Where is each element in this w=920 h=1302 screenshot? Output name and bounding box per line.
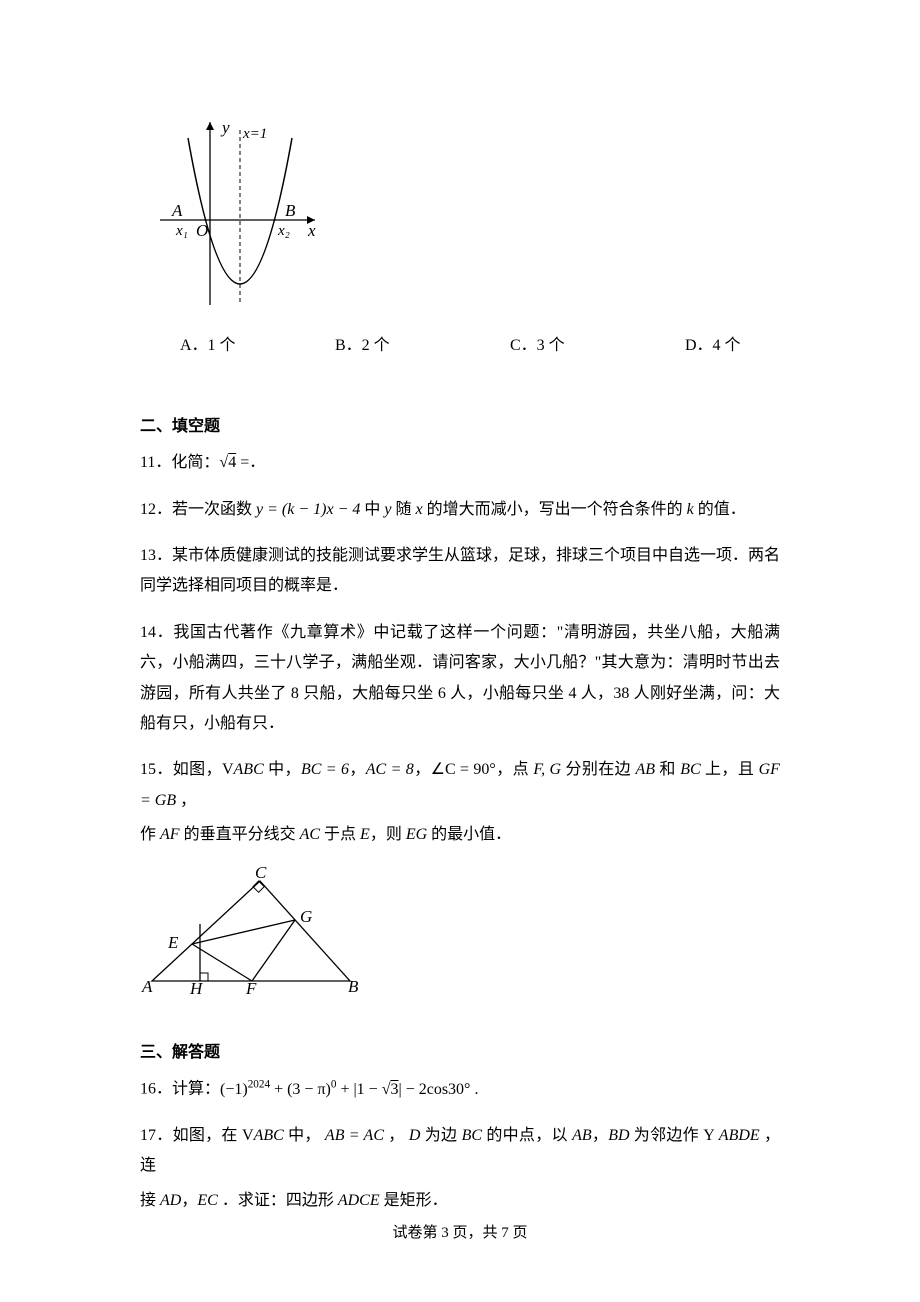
q15-cm2: ， xyxy=(414,761,431,778)
q16-e1: (−1) xyxy=(220,1081,248,1098)
q11-radicand: 4 xyxy=(228,454,236,471)
q15-c: 中， xyxy=(264,761,301,778)
q17-c: 为边 xyxy=(425,1127,462,1144)
q17-d: D xyxy=(405,1127,425,1144)
q16-rest: | − 2cos30° . xyxy=(398,1081,478,1098)
q11-suffix: =． xyxy=(236,454,265,471)
q17-ec: EC xyxy=(197,1192,217,1209)
q15-eq3: ∠C = 90° xyxy=(431,761,496,778)
q15-2a: 作 xyxy=(140,826,160,843)
option-a: A．1 个 xyxy=(180,331,335,361)
q15-2d: ，则 xyxy=(370,826,406,843)
tri-f: F xyxy=(245,979,257,996)
q12-m3: 的增大而减小，写出一个符合条件的 xyxy=(423,501,687,518)
q15-eq2: AC = 8 xyxy=(366,761,414,778)
tri-h: H xyxy=(189,979,204,996)
q15-2e: 的最小值． xyxy=(427,826,511,843)
page-footer: 试卷第 3 页，共 7 页 xyxy=(0,1219,920,1248)
q17-cm3: ， xyxy=(181,1192,197,1209)
tri-g: G xyxy=(300,907,312,926)
x1-label: x₁ xyxy=(175,223,188,239)
q12-m2: 随 xyxy=(392,501,416,518)
question-13: 13．某市体质健康测试的技能测试要求学生从篮球，足球，排球三个项目中自选一项．两… xyxy=(140,541,780,602)
q17-b: 中， xyxy=(284,1127,321,1144)
q15-ab: AB xyxy=(635,761,655,778)
point-a-label: A xyxy=(171,201,183,220)
tri-a: A xyxy=(141,977,153,996)
parabola-graph: y x x=1 A B x₁ x₂ O xyxy=(150,110,780,321)
q17-ab: AB xyxy=(572,1127,592,1144)
y-axis-label: y xyxy=(220,118,230,137)
section-3-title: 三、解答题 xyxy=(140,1038,780,1068)
q17-d2: 的中点，以 xyxy=(482,1127,572,1144)
option-c: C．3 个 xyxy=(510,331,685,361)
point-b-label: B xyxy=(285,201,296,220)
q12-eq: y = (k − 1)x − 4 xyxy=(256,501,360,518)
q16-prefix: 16．计算： xyxy=(140,1081,220,1098)
q15-bc: BC xyxy=(680,761,700,778)
q12-x: x xyxy=(416,501,423,518)
q12-y: y xyxy=(384,501,391,518)
tri-e: E xyxy=(167,933,179,952)
q17-eq: AB = AC xyxy=(321,1127,389,1144)
q16-exp1: 2024 xyxy=(248,1078,270,1090)
q15-af: AF xyxy=(160,826,180,843)
question-14: 14．我国古代著作《九章算术》中记载了这样一个问题："清明游园，共坐八船，大船满… xyxy=(140,618,780,740)
q15-cm4: ， xyxy=(176,792,196,809)
q15-eg: EG xyxy=(406,826,427,843)
q17-2c: 是矩形． xyxy=(380,1192,448,1209)
q15-eq1: BC = 6 xyxy=(301,761,349,778)
q17-abde: ABDE xyxy=(715,1127,764,1144)
question-17: 17．如图，在 VABC 中， AB = AC ， D 为边 BC 的中点，以 … xyxy=(140,1121,780,1216)
q11-prefix: 11．化简： xyxy=(140,454,219,471)
q17-cm2: ， xyxy=(592,1127,609,1144)
q15-on: 上，且 xyxy=(701,761,759,778)
q17-bc: BC xyxy=(462,1127,482,1144)
q15-2c: 于点 xyxy=(320,826,360,843)
q17-ad: AD xyxy=(160,1192,181,1209)
q15-ac: AC xyxy=(300,826,320,843)
triangle-diagram: A H F B E G C xyxy=(140,866,780,1007)
origin-label: O xyxy=(196,221,208,240)
q15-fg: F, G xyxy=(533,761,561,778)
q15-and: 和 xyxy=(655,761,680,778)
q17-2a: 接 xyxy=(140,1192,160,1209)
tri-b: B xyxy=(348,977,359,996)
option-b: B．2 个 xyxy=(335,331,510,361)
answer-options: A．1 个 B．2 个 C．3 个 D．4 个 xyxy=(180,331,780,361)
asymptote-label: x=1 xyxy=(242,126,267,142)
q15-a: 15．如图，V xyxy=(140,761,234,778)
q12-m1: 中 xyxy=(360,501,384,518)
x-axis-label: x xyxy=(307,221,316,240)
tri-c: C xyxy=(255,866,267,882)
question-12: 12．若一次函数 y = (k − 1)x − 4 中 y 随 x 的增大而减小… xyxy=(140,495,780,525)
q16-p2: + |1 − √ xyxy=(336,1081,390,1098)
q15-cm1: ， xyxy=(349,761,366,778)
q17-2b: ．求证：四边形 xyxy=(218,1192,338,1209)
q15-d: 分别在边 xyxy=(561,761,635,778)
q15-cm3: ，点 xyxy=(496,761,534,778)
section-2-title: 二、填空题 xyxy=(140,412,780,442)
question-16: 16．计算：(−1)2024 + (3 − π)0 + |1 − √3| − 2… xyxy=(140,1074,780,1105)
q12-suffix: 的值． xyxy=(694,501,746,518)
q17-abc: ABC xyxy=(254,1127,284,1144)
q15-e: E xyxy=(360,826,370,843)
q17-a: 17．如图，在 V xyxy=(140,1127,254,1144)
q15-abc: ABC xyxy=(234,761,264,778)
q12-k: k xyxy=(687,501,694,518)
q17-adce: ADCE xyxy=(338,1192,380,1209)
x2-label: x₂ xyxy=(277,223,290,239)
q17-e: 为邻边作 Y xyxy=(630,1127,715,1144)
q16-p1: + (3 − π) xyxy=(270,1081,331,1098)
option-d: D．4 个 xyxy=(685,331,741,361)
question-15: 15．如图，VABC 中，BC = 6，AC = 8，∠C = 90°，点 F,… xyxy=(140,755,780,850)
q17-cm: ， xyxy=(388,1127,404,1144)
question-11: 11．化简：√4 =． xyxy=(140,448,780,478)
q17-bd: BD xyxy=(608,1127,629,1144)
q15-2b: 的垂直平分线交 xyxy=(180,826,300,843)
q12-prefix: 12．若一次函数 xyxy=(140,501,256,518)
